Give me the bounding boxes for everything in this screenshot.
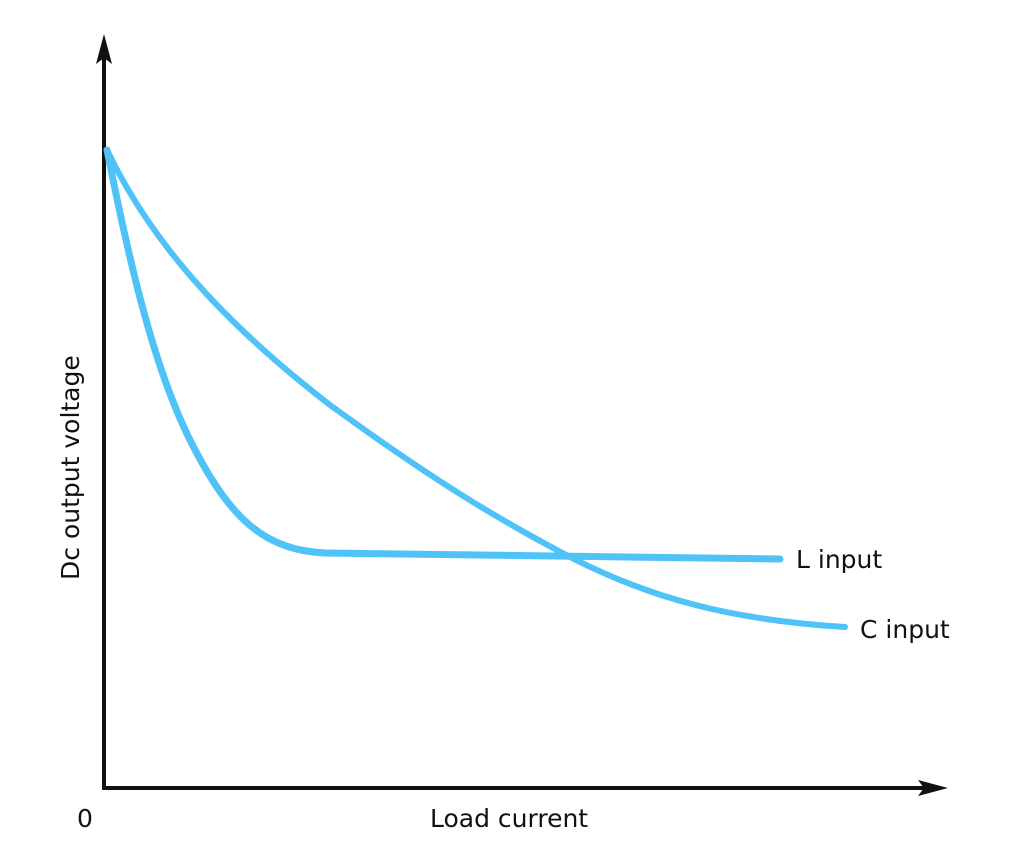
y-axis — [96, 34, 112, 789]
x-axis-label: Load current — [430, 804, 588, 833]
x-axis — [102, 780, 948, 796]
origin-label: 0 — [77, 804, 93, 833]
label-c-input: C input — [860, 615, 950, 644]
y-axis-arrow-icon — [96, 34, 112, 64]
curve-l-input — [103, 146, 784, 563]
label-l-input: L input — [796, 545, 882, 574]
x-axis-arrow-icon — [918, 780, 948, 796]
y-axis-label: Dc output voltage — [56, 355, 85, 580]
curve-c-input — [104, 147, 848, 630]
